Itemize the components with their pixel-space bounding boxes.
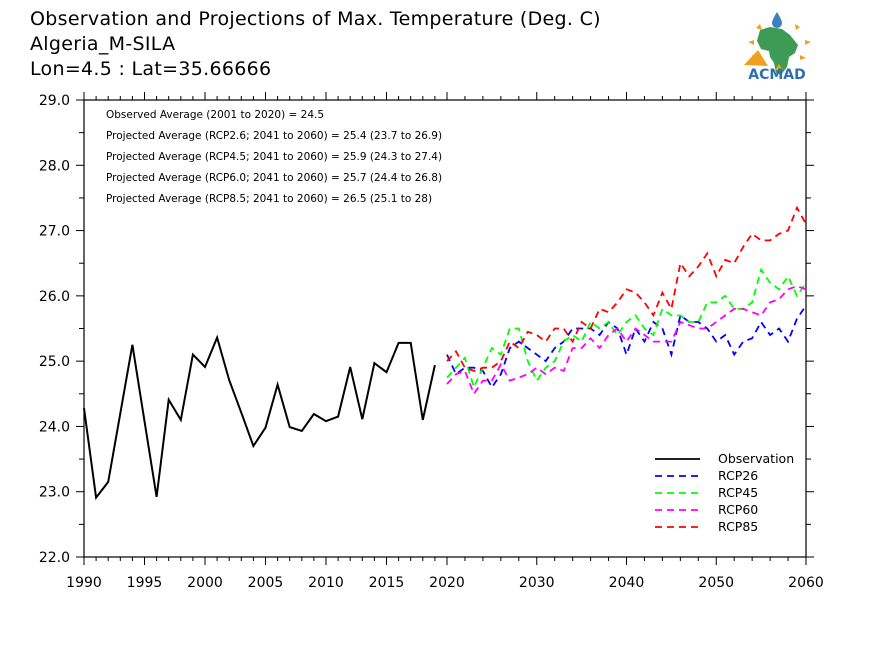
series-line-rcp26 <box>446 305 807 390</box>
location-name: Algeria_M-SILA <box>30 33 176 55</box>
x-tick-label: 2050 <box>698 575 734 591</box>
logo-text: ACMAD <box>748 67 806 83</box>
sun-rays-icon <box>744 24 811 70</box>
water-drop-icon <box>772 12 782 28</box>
africa-map-icon <box>757 27 798 75</box>
series-line-rcp85 <box>446 205 807 372</box>
x-tick-label: 2005 <box>248 575 284 591</box>
annotation-text: Projected Average (RCP8.5; 2041 to 2060)… <box>106 193 432 205</box>
legend-label: RCP60 <box>718 502 758 517</box>
acmad-logo: ACMAD <box>744 12 811 83</box>
x-tick-label: 2015 <box>369 575 405 591</box>
coordinates: Lon=4.5 : Lat=35.66666 <box>30 58 272 80</box>
y-tick-label: 25.0 <box>39 354 70 370</box>
chart-title: Observation and Projections of Max. Temp… <box>30 8 601 30</box>
series-line-rcp45 <box>446 267 807 390</box>
series-line-observation <box>83 334 436 501</box>
x-tick-label: 2030 <box>519 575 555 591</box>
x-tick-label: 1990 <box>66 575 102 591</box>
annotation-text: Projected Average (RCP2.6; 2041 to 2060)… <box>106 130 442 142</box>
x-tick-label: 2040 <box>609 575 645 591</box>
y-tick-label: 29.0 <box>39 93 70 109</box>
legend-label: Observation <box>718 451 794 466</box>
legend-label: RCP85 <box>718 519 758 534</box>
legend-label: RCP45 <box>718 485 758 500</box>
y-tick-label: 26.0 <box>39 289 70 305</box>
x-tick-label: 2060 <box>788 575 824 591</box>
annotation-text: Observed Average (2001 to 2020) = 24.5 <box>106 109 324 121</box>
annotation-text: Projected Average (RCP4.5; 2041 to 2060)… <box>106 151 442 163</box>
plot-frame <box>83 99 807 558</box>
y-tick-label: 28.0 <box>39 158 70 174</box>
y-tick-label: 27.0 <box>39 224 70 240</box>
x-tick-label: 2020 <box>429 575 465 591</box>
y-tick-label: 22.0 <box>39 550 70 566</box>
x-tick-label: 2000 <box>187 575 223 591</box>
legend-label: RCP26 <box>718 468 758 483</box>
y-tick-label: 24.0 <box>39 419 70 435</box>
series-line-rcp60 <box>446 285 807 396</box>
x-tick-label: 1995 <box>127 575 163 591</box>
x-tick-label: 2010 <box>308 575 344 591</box>
annotation-text: Projected Average (RCP6.0; 2041 to 2060)… <box>106 172 442 184</box>
y-tick-label: 23.0 <box>39 485 70 501</box>
